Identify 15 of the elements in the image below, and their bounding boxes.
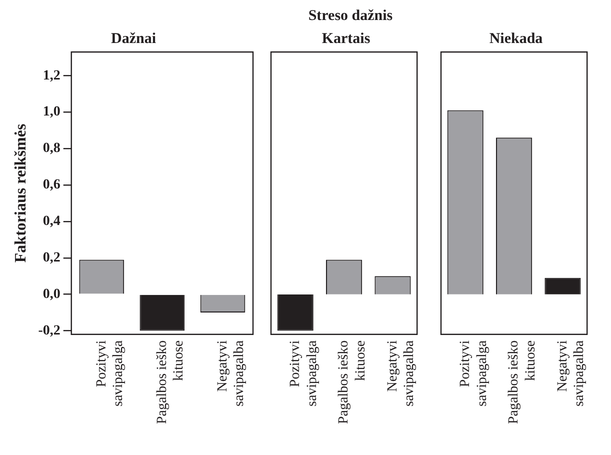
chart-title: Kartais	[322, 30, 370, 47]
y-tick-label: 0,4	[42, 214, 60, 230]
y-tick-label: 1,0	[42, 104, 60, 120]
y-tick-label: 0,6	[42, 178, 60, 193]
x-tick-label: Pozityvi savipagalga	[94, 340, 126, 406]
y-tick-label: 1,2	[42, 68, 60, 84]
y-axis-title: Faktoriaus reikšmės	[12, 124, 30, 263]
y-tick-label: 0,2	[42, 250, 60, 266]
text: Streso dažnis	[307, 8, 394, 26]
x-tick-label: Pagalbos ieško kituose	[154, 340, 187, 424]
y-tick-label: 0,8	[42, 141, 60, 156]
y-tick-label: 0,0	[42, 286, 60, 302]
y-tick-label: -0,2	[38, 323, 60, 338]
chart-title: Niekada	[489, 30, 544, 47]
chart-title: Dažnai	[111, 30, 156, 47]
